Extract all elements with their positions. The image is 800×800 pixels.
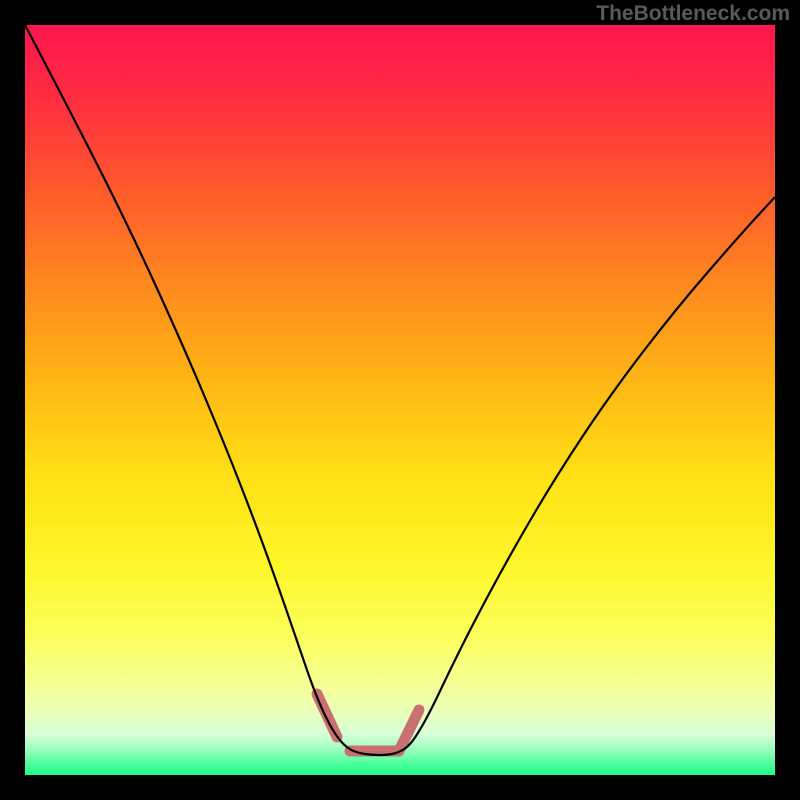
watermark-text: TheBottleneck.com	[596, 2, 790, 26]
bottleneck-chart	[0, 0, 800, 800]
plot-background	[25, 25, 775, 775]
